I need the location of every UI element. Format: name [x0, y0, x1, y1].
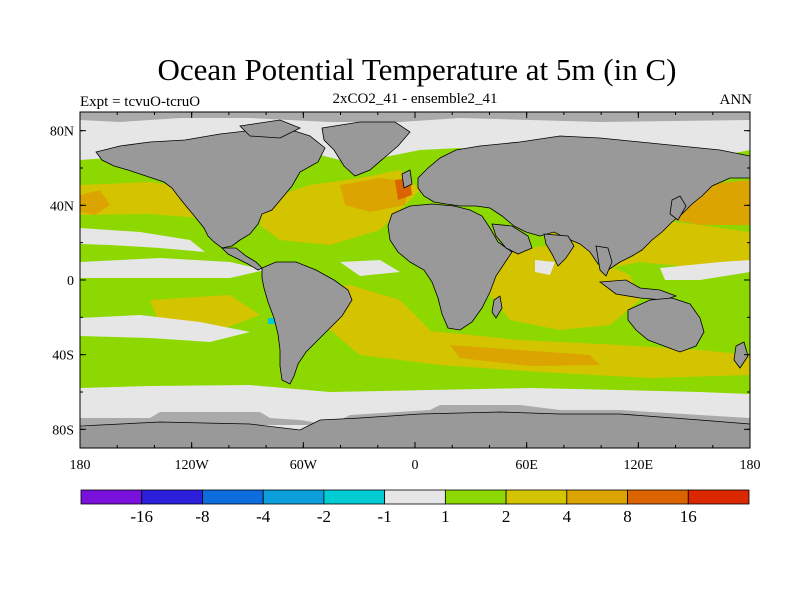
- colorbar: -16 -8 -4 -2 -1 1 2 4 8 16: [80, 489, 750, 526]
- experiment-label: Expt = tcvuO-tcruO: [80, 94, 201, 110]
- colorbar-label: 4: [563, 507, 572, 526]
- lat-tick-label: 80N: [50, 125, 74, 140]
- land-india: [543, 233, 575, 267]
- colorbar-label: -4: [256, 507, 271, 526]
- colorbar-label: -1: [378, 507, 392, 526]
- colorbar-swatch: [384, 489, 446, 505]
- hot-patch-gulf-stream: [340, 178, 410, 212]
- land-greenland: [321, 121, 411, 177]
- lon-tick-label: 180: [70, 458, 91, 473]
- land-southeast-asia: [595, 245, 613, 277]
- lon-tick-label: 60E: [515, 458, 538, 473]
- land-australia: [627, 297, 705, 353]
- colorbar-swatch: [627, 489, 689, 505]
- colorbar-swatch: [202, 489, 264, 505]
- land-arabia: [491, 223, 533, 255]
- lon-tick-label: 120E: [624, 458, 654, 473]
- colorbar-swatch: [80, 489, 143, 505]
- neutral-band-equatorial-pacific: [80, 258, 265, 278]
- colorbar-swatch: [444, 489, 507, 505]
- land-japan: [669, 195, 687, 221]
- land-south-america: [261, 261, 353, 385]
- hot-patch-northeast-pacific: [80, 190, 110, 215]
- land-indonesia: [598, 279, 678, 301]
- longitude-axis: 180 120W 60W 0 60E 120E 180: [70, 112, 761, 473]
- cool-patch-southeast-pacific: [268, 318, 275, 324]
- land-british-isles: [401, 169, 413, 189]
- colorbar-label: 8: [623, 507, 632, 526]
- map-title: Ocean Potential Temperature at 5m (in C): [157, 52, 677, 87]
- case-label: 2xCO2_41 - ensemble2_41: [332, 91, 498, 107]
- colorbar-label: 1: [441, 507, 450, 526]
- neutral-band-equatorial-west-pacific: [660, 260, 750, 280]
- neutral-band-south-pacific: [80, 315, 250, 342]
- colorbar-swatch: [323, 489, 386, 505]
- neutral-band-equatorial-atlantic: [340, 260, 400, 276]
- lon-tick-label: 180: [740, 458, 761, 473]
- lon-tick-label: 60W: [290, 458, 318, 473]
- colorbar-label: 2: [502, 507, 511, 526]
- land-antarctica: [80, 411, 750, 448]
- colorbar-swatch: [505, 489, 568, 505]
- land-africa: [387, 203, 513, 331]
- land-madagascar: [491, 295, 503, 319]
- land-eurasia: [417, 135, 750, 271]
- neutral-band-north-pacific: [80, 228, 205, 252]
- colorbar-label: 16: [680, 507, 697, 526]
- land-masses: [80, 119, 750, 448]
- land-arctic-islands: [239, 119, 301, 139]
- lat-tick-label: 80S: [52, 423, 74, 438]
- colorbar-label: -16: [130, 507, 153, 526]
- colorbar-swatch: [262, 489, 325, 505]
- neutral-patch-indian-ocean: [535, 260, 555, 275]
- land-new-zealand: [733, 341, 749, 369]
- hot-patch-southern-ocean: [450, 345, 600, 366]
- season-label: ANN: [719, 92, 753, 108]
- colorbar-label: -2: [317, 507, 331, 526]
- colorbar-swatch: [687, 489, 750, 505]
- lat-tick-label: 40N: [50, 199, 74, 214]
- latitude-axis: 80N 40N 0 40S 80S: [50, 125, 750, 438]
- lat-tick-label: 40S: [52, 349, 74, 364]
- map-field: [80, 112, 750, 448]
- lat-tick-label: 0: [67, 274, 74, 289]
- lon-tick-label: 120W: [175, 458, 210, 473]
- colorbar-swatch: [141, 489, 203, 505]
- colorbar-swatch: [566, 489, 628, 505]
- colorbar-label: -8: [195, 507, 209, 526]
- lon-tick-label: 0: [412, 458, 419, 473]
- land-central-america: [221, 247, 263, 271]
